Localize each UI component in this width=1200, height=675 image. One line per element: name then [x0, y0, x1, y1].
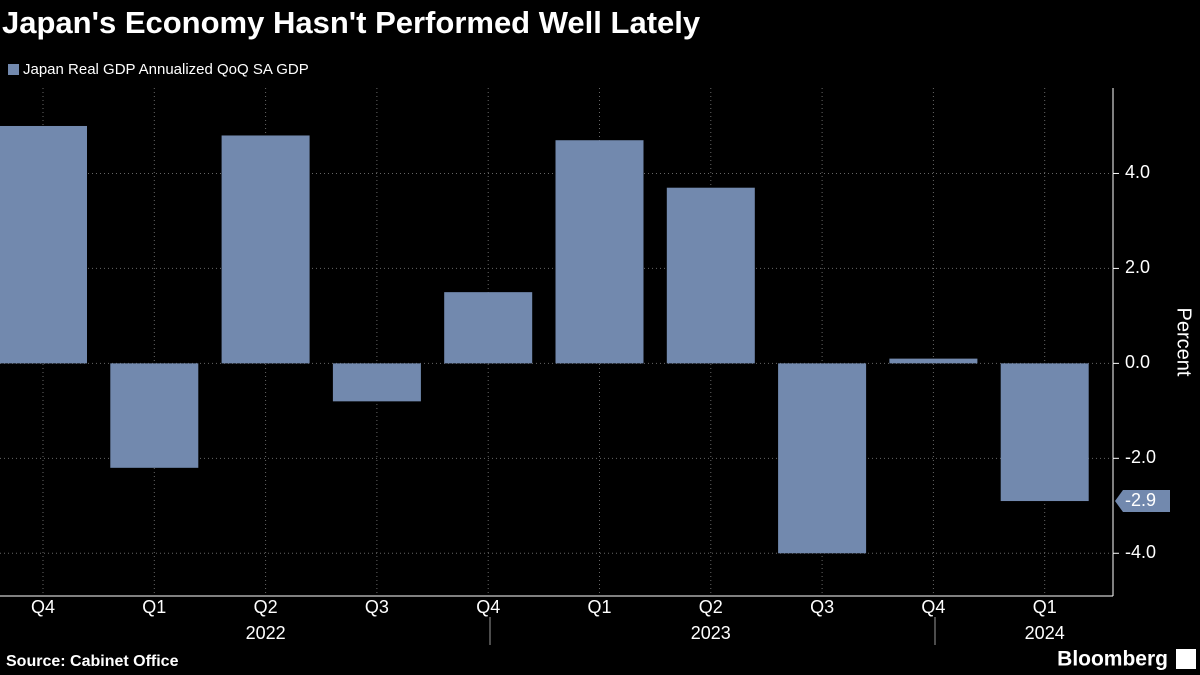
bar — [666, 187, 755, 364]
x-year-label: 2024 — [1025, 623, 1065, 643]
brand-icon — [1176, 649, 1196, 669]
bar — [555, 140, 644, 364]
x-year-label: 2023 — [691, 623, 731, 643]
bar — [778, 363, 867, 554]
value-label: -2.9 — [1125, 490, 1156, 510]
bar — [889, 358, 978, 364]
y-axis-title: Percent — [1173, 308, 1195, 377]
brand: Bloomberg — [1057, 648, 1168, 671]
y-tick-label: -4.0 — [1125, 542, 1156, 562]
x-tick-label: Q2 — [699, 597, 723, 617]
bar — [332, 363, 421, 402]
x-tick-label: Q4 — [31, 597, 55, 617]
bar — [444, 292, 533, 364]
bar — [0, 125, 87, 364]
legend-label: Japan Real GDP Annualized QoQ SA GDP — [23, 61, 309, 78]
chart-title: Japan's Economy Hasn't Performed Well La… — [2, 5, 701, 40]
bar — [1000, 363, 1089, 502]
x-tick-label: Q1 — [1033, 597, 1057, 617]
x-tick-label: Q4 — [921, 597, 945, 617]
x-tick-label: Q3 — [365, 597, 389, 617]
source: Source: Cabinet Office — [6, 653, 179, 670]
x-year-label: 2022 — [246, 623, 286, 643]
y-tick-label: -2.0 — [1125, 447, 1156, 467]
bar — [110, 363, 199, 468]
y-tick-label: 2.0 — [1125, 257, 1150, 277]
value-label-box — [1115, 490, 1170, 513]
x-tick-label: Q4 — [476, 597, 500, 617]
x-tick-label: Q1 — [587, 597, 611, 617]
x-tick-label: Q3 — [810, 597, 834, 617]
x-tick-label: Q1 — [142, 597, 166, 617]
y-tick-label: 4.0 — [1125, 162, 1150, 182]
y-tick-label: 0.0 — [1125, 352, 1150, 372]
bar — [221, 135, 310, 364]
x-tick-label: Q2 — [254, 597, 278, 617]
legend-swatch — [8, 64, 19, 75]
